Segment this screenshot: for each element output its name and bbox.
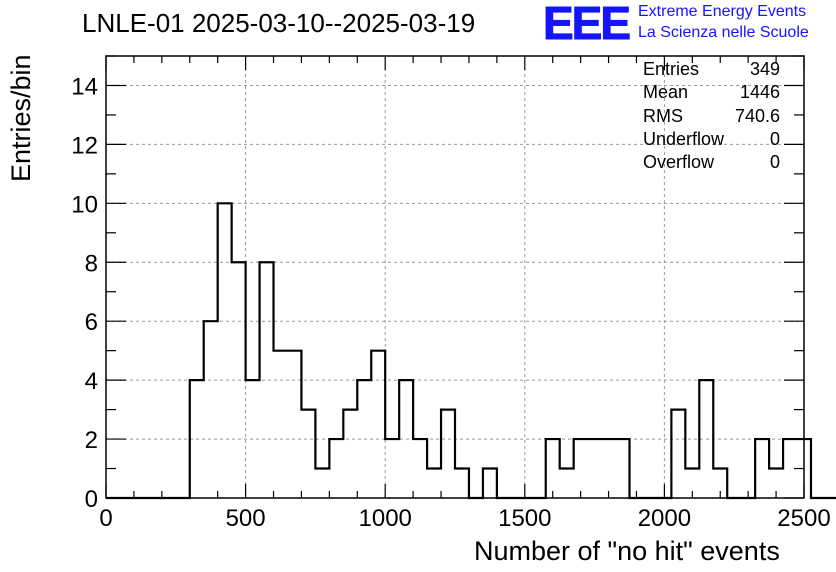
- histogram-line: [106, 202, 836, 500]
- x-tick-label: 2000: [638, 505, 691, 532]
- stat-label: Overflow: [643, 152, 715, 173]
- stat-row-underflow: Underflow 0: [643, 128, 780, 151]
- stat-row-rms: RMS 740.6: [643, 105, 780, 128]
- stat-row-overflow: Overflow 0: [643, 151, 780, 174]
- y-tick-label: 2: [85, 427, 98, 454]
- y-axis-label: Entries/bin: [6, 54, 36, 182]
- y-tick-label: 4: [85, 368, 98, 395]
- stat-label: Underflow: [643, 128, 725, 149]
- x-tick-label: 0: [99, 505, 112, 532]
- stat-value: 0: [769, 152, 780, 173]
- stat-row-mean: Mean 1446: [643, 81, 780, 104]
- logo-line-2: La Scienza nelle Scuole: [638, 24, 809, 41]
- stat-label: Mean: [643, 82, 689, 103]
- y-tick-label: 8: [85, 250, 98, 277]
- y-tick-label: 12: [71, 132, 98, 159]
- y-tick-label: 14: [71, 73, 98, 100]
- y-tick-label: 10: [71, 191, 98, 218]
- eee-logo: EEE Extreme Energy Events La Scienza nel…: [542, 0, 833, 50]
- stats-box: Entries 349 Mean 1446 RMS 740.6 Underflo…: [643, 58, 780, 174]
- y-tick-label: 0: [85, 486, 98, 513]
- logo-line-1: Extreme Energy Events: [638, 3, 807, 20]
- stat-value: 740.6: [734, 105, 780, 126]
- stat-value: 1446: [739, 82, 780, 103]
- stat-label: RMS: [643, 105, 683, 126]
- stat-row-entries: Entries 349: [643, 58, 780, 81]
- stat-value: 0: [769, 128, 780, 149]
- y-tick-label: 6: [85, 309, 98, 336]
- plot-frame: [105, 55, 805, 499]
- axis-tick-labels: 0 500 1000 1500 2000 2500 0 2 4 6 8 10 12 14: [71, 73, 830, 532]
- x-tick-label: 1000: [359, 505, 412, 532]
- x-tick-label: 2500: [777, 505, 830, 532]
- x-axis-label: Number of "no hit" events: [474, 536, 780, 566]
- x-tick-label: 1500: [498, 505, 551, 532]
- stat-value: 349: [749, 59, 780, 79]
- stat-label: Entries: [643, 59, 700, 79]
- chart-title: LNLE-01 2025-03-10--2025-03-19: [82, 8, 476, 38]
- axis-ticks: [105, 55, 805, 499]
- logo-mark: EEE: [542, 0, 631, 50]
- x-tick-label: 500: [226, 505, 266, 532]
